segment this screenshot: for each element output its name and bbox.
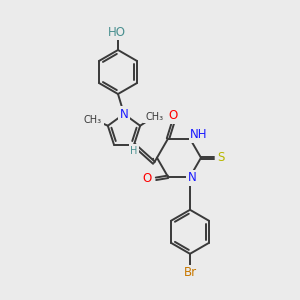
Text: CH₃: CH₃ — [84, 115, 102, 125]
Text: O: O — [168, 109, 178, 122]
Text: Br: Br — [183, 266, 196, 279]
Text: N: N — [120, 107, 128, 121]
Text: CH₃: CH₃ — [145, 112, 163, 122]
Text: S: S — [217, 151, 225, 164]
Text: NH: NH — [190, 128, 208, 141]
Text: O: O — [142, 172, 152, 185]
Text: N: N — [188, 171, 196, 184]
Text: HO: HO — [108, 26, 126, 38]
Text: H: H — [130, 146, 138, 156]
